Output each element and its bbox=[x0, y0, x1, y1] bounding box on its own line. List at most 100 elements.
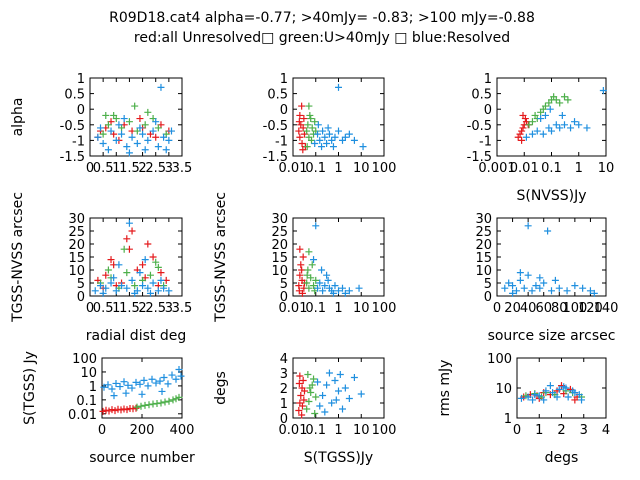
data-point bbox=[152, 118, 160, 126]
data-point bbox=[304, 266, 312, 274]
y-tick-label: 0 bbox=[280, 290, 288, 305]
y-tick-label: 10 bbox=[271, 264, 288, 279]
data-point bbox=[341, 133, 349, 141]
data-point bbox=[571, 389, 579, 397]
x-tick-label: 0.1 bbox=[305, 423, 326, 438]
data-point bbox=[323, 381, 331, 389]
data-point bbox=[517, 394, 525, 402]
x-tick-label: 20 bbox=[504, 301, 521, 316]
data-point bbox=[310, 256, 318, 264]
data-point bbox=[160, 133, 168, 141]
data-point bbox=[305, 284, 313, 292]
data-point bbox=[99, 289, 107, 297]
y-tick-label: 100 bbox=[487, 352, 512, 367]
data-point bbox=[335, 127, 342, 135]
x-tick-label: 0 bbox=[86, 161, 94, 176]
y-tick-label: 30 bbox=[271, 212, 288, 227]
data-point bbox=[509, 282, 517, 290]
x-tick-label: 400 bbox=[170, 423, 195, 438]
data-point bbox=[548, 287, 555, 295]
data-point bbox=[516, 269, 524, 277]
data-point bbox=[306, 111, 314, 119]
data-point bbox=[154, 143, 162, 151]
data-point bbox=[546, 382, 554, 390]
x-tick-label: 80 bbox=[551, 301, 568, 316]
data-point bbox=[533, 127, 541, 135]
data-point bbox=[575, 391, 583, 399]
data-point bbox=[97, 124, 105, 132]
data-point bbox=[314, 378, 322, 386]
data-point bbox=[165, 397, 173, 405]
data-point bbox=[512, 287, 520, 295]
data-point bbox=[161, 398, 169, 406]
data-point bbox=[325, 130, 333, 138]
data-point bbox=[165, 287, 173, 295]
x-tick-label: 0.5 bbox=[93, 301, 114, 316]
data-point bbox=[111, 407, 119, 415]
data-point bbox=[552, 121, 560, 129]
data-point bbox=[296, 245, 304, 253]
y-axis-label: S(TGSS) Jy bbox=[22, 351, 38, 425]
plot-frame bbox=[89, 217, 183, 297]
y-tick-label: 5 bbox=[77, 277, 85, 292]
data-point bbox=[359, 143, 367, 151]
data-point bbox=[140, 376, 148, 384]
data-point bbox=[132, 404, 140, 412]
y-tick-label: 25 bbox=[475, 225, 492, 240]
y-tick-label: 5 bbox=[484, 277, 492, 292]
y-tick-label: 0 bbox=[77, 103, 85, 118]
data-point bbox=[307, 274, 315, 282]
data-point bbox=[571, 118, 579, 126]
data-point bbox=[102, 111, 110, 119]
data-point bbox=[561, 121, 569, 129]
data-point bbox=[123, 406, 131, 414]
y-axis-label: rms mJy bbox=[437, 360, 453, 417]
data-point bbox=[299, 146, 307, 154]
data-point bbox=[341, 289, 349, 297]
data-point bbox=[341, 384, 349, 392]
data-point bbox=[303, 127, 311, 135]
data-point bbox=[110, 274, 118, 282]
data-point bbox=[297, 261, 305, 269]
y-tick-label: 10 bbox=[68, 264, 85, 279]
data-point bbox=[157, 83, 165, 91]
data-point bbox=[137, 402, 145, 410]
data-point bbox=[552, 96, 560, 104]
x-tick-label: 100 bbox=[372, 301, 397, 316]
data-point bbox=[295, 118, 303, 126]
x-axis-label: S(TGSS)Jy bbox=[304, 450, 373, 466]
data-point bbox=[555, 284, 563, 292]
x-axis-label: S(NVSS)Jy bbox=[516, 188, 586, 204]
data-point bbox=[321, 133, 329, 141]
data-point bbox=[335, 387, 342, 395]
data-point bbox=[579, 284, 587, 292]
data-point bbox=[311, 140, 319, 148]
y-tick-label: 0.01 bbox=[68, 408, 97, 423]
data-point bbox=[295, 127, 303, 135]
data-point bbox=[519, 124, 527, 132]
x-tick-label: 10 bbox=[353, 423, 370, 438]
data-point bbox=[110, 392, 118, 400]
x-tick-label: 3.5 bbox=[172, 161, 193, 176]
data-point bbox=[325, 369, 333, 377]
data-point bbox=[296, 111, 304, 119]
data-point bbox=[336, 371, 344, 378]
data-point bbox=[556, 124, 564, 132]
x-tick-label: 1 bbox=[334, 423, 342, 438]
data-point bbox=[112, 136, 120, 144]
data-point bbox=[295, 380, 303, 387]
data-point bbox=[107, 279, 115, 287]
data-point bbox=[501, 284, 509, 292]
data-point bbox=[108, 406, 116, 414]
data-point bbox=[128, 227, 136, 235]
y-tick-label: 20 bbox=[271, 238, 288, 253]
data-point bbox=[548, 127, 555, 135]
y-tick-label: 1 bbox=[504, 412, 512, 427]
data-point bbox=[144, 382, 152, 390]
data-point bbox=[311, 118, 319, 126]
data-point bbox=[304, 371, 312, 378]
data-point bbox=[316, 136, 324, 144]
data-point bbox=[350, 136, 358, 144]
